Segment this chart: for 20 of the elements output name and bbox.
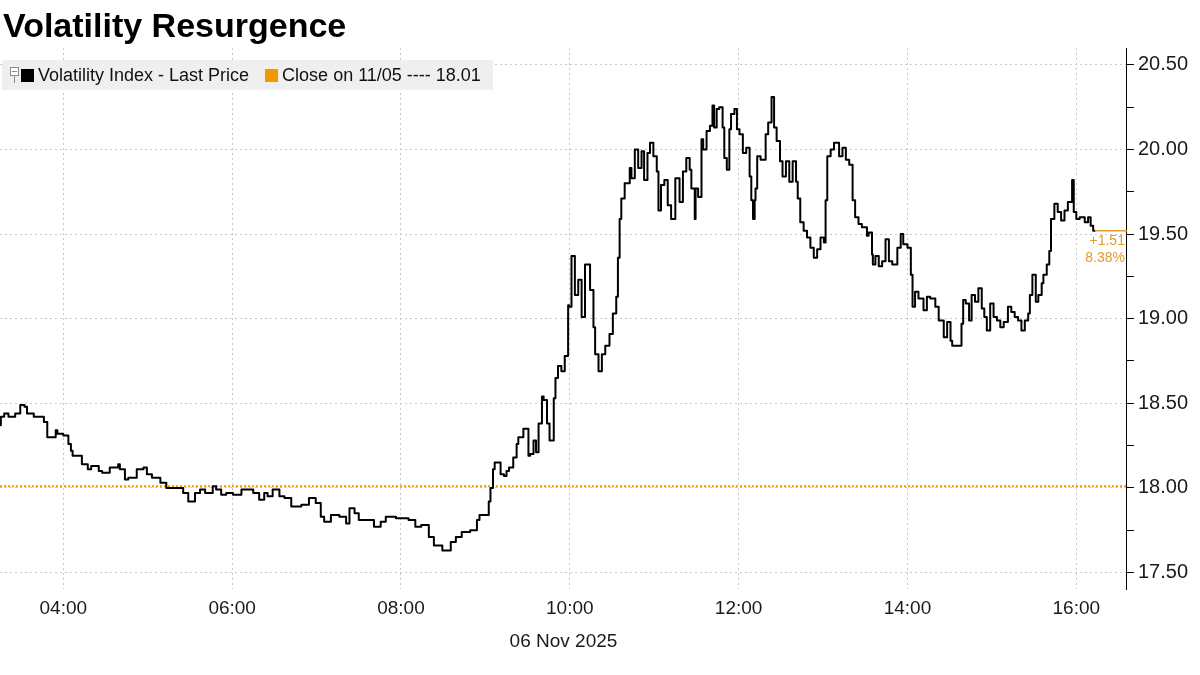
legend-label: Volatility Index - Last Price bbox=[38, 64, 250, 86]
y-tick-label: 18.50 bbox=[1137, 390, 1189, 413]
y-tick-label: 17.50 bbox=[1137, 560, 1189, 582]
y-tick-label: 18.00 bbox=[1137, 475, 1189, 498]
x-axis-title: 06 Nov 2025 bbox=[509, 629, 618, 651]
x-tick-label: 10:00 bbox=[546, 597, 594, 619]
y-tick-label: 20.50 bbox=[1137, 52, 1189, 75]
y-tick-label: 19.00 bbox=[1137, 306, 1189, 329]
annotation: 8.38% bbox=[1085, 248, 1125, 265]
x-tick-label: 12:00 bbox=[714, 597, 763, 619]
x-tick-label: 14:00 bbox=[883, 597, 932, 619]
chart-title: Volatility Resurgence bbox=[3, 5, 347, 46]
annotation: +1.51 bbox=[1089, 231, 1126, 248]
y-tick-label: 20.00 bbox=[1137, 137, 1189, 160]
x-tick-label: 06:00 bbox=[208, 597, 256, 619]
y-tick-label: 19.50 bbox=[1137, 221, 1189, 244]
x-tick-label: 04:00 bbox=[39, 597, 88, 619]
legend-label: Close on 11/05 ---- 18.01 bbox=[282, 64, 481, 86]
x-tick-label: 08:00 bbox=[377, 597, 425, 619]
x-tick-label: 16:00 bbox=[1052, 597, 1101, 619]
